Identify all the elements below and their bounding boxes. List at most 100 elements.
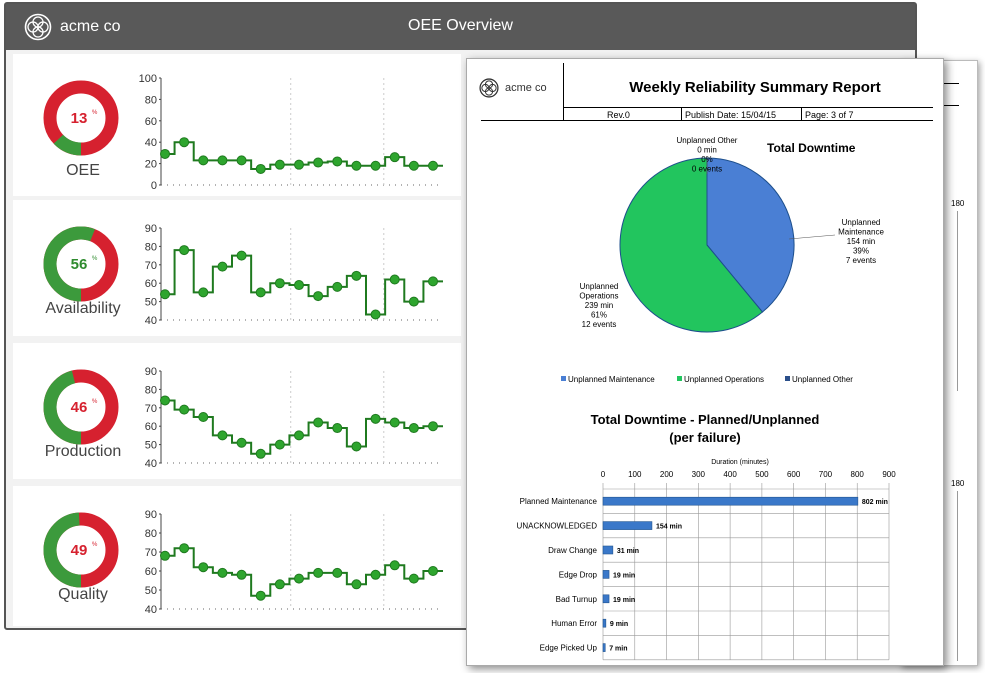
y-tick-label: 50 <box>145 297 157 309</box>
pie-data-label: 0 min <box>697 146 717 155</box>
data-point <box>389 417 400 428</box>
bar-value-label: 9 min <box>610 621 628 628</box>
data-point <box>428 160 438 171</box>
data-point <box>408 296 419 307</box>
x-tick-label: 400 <box>723 470 737 479</box>
metric-label: Quality <box>58 586 108 603</box>
y-tick-label: 60 <box>145 278 157 290</box>
report-title: Weekly Reliability Summary Report <box>629 79 881 96</box>
legend-swatch <box>785 376 790 381</box>
y-tick-label: 80 <box>145 384 157 396</box>
brand-name: acme co <box>60 18 121 35</box>
pie-data-label: 7 events <box>846 256 876 265</box>
x-tick-label: 900 <box>882 470 896 479</box>
gauge-unit: % <box>92 256 98 262</box>
legend-label: Unplanned Other <box>792 375 853 384</box>
data-point <box>255 163 266 174</box>
brand[interactable]: acme co <box>24 13 120 41</box>
donut-gauge: 46% <box>43 369 119 445</box>
metric-panel[interactable]: 49% Quality 40 50 60 70 80 90 <box>13 486 461 626</box>
metric-panel[interactable]: 46% Production 40 50 60 70 80 90 <box>13 343 461 479</box>
y-tick-label: 70 <box>145 260 157 272</box>
x-tick-label: 100 <box>628 470 642 479</box>
data-point <box>179 137 190 148</box>
gauge-unit: % <box>92 399 98 405</box>
data-point <box>332 281 343 292</box>
metric-step-chart: 40 50 60 70 80 90 <box>145 366 443 470</box>
bar-value-label: 7 min <box>609 646 627 653</box>
legend-swatch <box>677 376 682 381</box>
bar <box>602 594 610 604</box>
donut-gauge: 49% <box>43 512 119 588</box>
data-point <box>332 156 343 167</box>
data-point <box>389 152 400 163</box>
pie-data-label: 239 min <box>585 301 613 310</box>
x-tick-label: 800 <box>851 470 865 479</box>
x-axis-title: Duration (minutes) <box>711 459 769 466</box>
data-point <box>274 278 285 289</box>
bar-value-label: 802 min <box>862 499 888 506</box>
metric-step-chart: 40 50 60 70 80 90 <box>145 509 443 616</box>
data-point <box>236 155 247 166</box>
y-tick-label: 90 <box>145 366 157 378</box>
data-point <box>198 155 209 166</box>
data-point <box>294 159 304 170</box>
back-tick-label: 180 <box>951 199 965 208</box>
y-tick-label: 80 <box>145 94 157 106</box>
x-tick-label: 700 <box>819 470 833 479</box>
x-tick-label: 0 <box>601 470 606 479</box>
pie-data-label: 61% <box>591 311 607 320</box>
y-tick-label: 80 <box>145 528 157 540</box>
acme-logo-icon <box>479 78 499 98</box>
donut-gauge: 56% <box>43 226 119 302</box>
category-label: Edge Drop <box>559 570 598 579</box>
pie-slice <box>706 157 795 313</box>
pie-title: Total Downtime <box>767 141 856 155</box>
report-publish-date: Publish Date: 15/04/15 <box>685 110 777 120</box>
data-point <box>160 289 170 300</box>
legend-label: Unplanned Maintenance <box>568 375 655 384</box>
metric-label: Availability <box>45 300 121 317</box>
category-label: Edge Picked Up <box>540 644 598 653</box>
data-point <box>351 270 362 281</box>
bar-value-label: 19 min <box>613 572 635 579</box>
metric-panel[interactable]: 13% OEE 0 20 40 60 80 100 <box>13 54 461 196</box>
data-point <box>313 567 324 578</box>
y-tick-label: 20 <box>145 159 157 171</box>
category-label: Human Error <box>551 619 597 628</box>
data-point <box>255 448 266 459</box>
data-point <box>255 287 266 298</box>
data-point <box>274 439 285 450</box>
report-brand: acme co <box>479 78 547 98</box>
bar-chart-title: Total Downtime - Planned/Unplanned (per … <box>467 411 943 447</box>
x-tick-label: 200 <box>660 470 674 479</box>
y-tick-label: 60 <box>145 421 157 433</box>
bar <box>602 521 653 530</box>
metric-label: OEE <box>66 162 100 179</box>
report-page: acme co Weekly Reliability Summary Repor… <box>466 58 944 666</box>
data-point <box>294 573 304 584</box>
data-point <box>408 160 419 171</box>
dashboard-title: OEE Overview <box>408 17 513 34</box>
data-point <box>217 567 228 578</box>
gauge-fill <box>43 80 119 156</box>
data-point <box>217 261 228 272</box>
data-point <box>370 413 381 424</box>
bar-title-line-1: Total Downtime - Planned/Unplanned <box>590 412 820 427</box>
bar-title-line-2: (per failure) <box>669 430 741 445</box>
pie-data-label: Unplanned Other <box>677 136 738 145</box>
metric-panel[interactable]: 56% Availability 40 50 60 70 80 90 <box>13 200 461 336</box>
category-label: Planned Maintenance <box>520 497 598 506</box>
data-point <box>294 430 304 441</box>
x-tick-label: 600 <box>787 470 801 479</box>
report-rev: Rev.0 <box>607 110 630 120</box>
y-tick-label: 60 <box>145 116 157 128</box>
gauge-fill <box>43 369 119 445</box>
metric-label: Production <box>44 443 122 460</box>
y-tick-label: 70 <box>145 403 157 415</box>
data-point <box>198 562 209 573</box>
data-point <box>408 423 419 434</box>
y-tick-label: 100 <box>139 73 157 85</box>
metric-step-chart: 0 20 40 60 80 100 <box>139 73 443 192</box>
